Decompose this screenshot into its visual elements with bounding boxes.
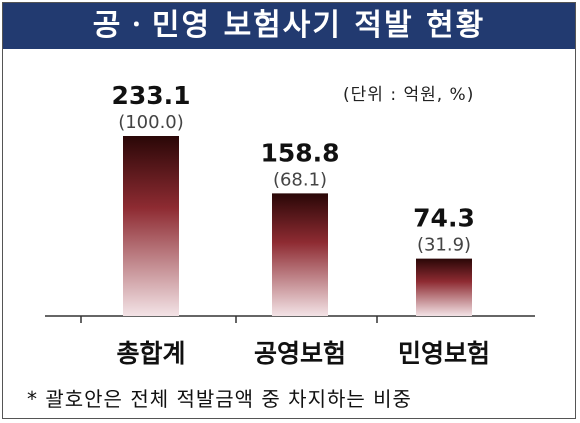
category-label: 공영보험: [254, 339, 346, 368]
value-label: 158.8: [260, 138, 339, 167]
value-label: 233.1: [111, 81, 190, 110]
value-label: 74.3: [413, 204, 475, 233]
footnote: * 괄호안은 전체 적발금액 중 차지하는 비중: [27, 387, 412, 411]
chart-frame: 공ㆍ민영 보험사기 적발 현황 (단위 : 억원, %) (100.0) 233.…: [2, 2, 576, 419]
share-label: (100.0): [118, 112, 184, 133]
bar-2: [272, 193, 328, 316]
bar-chart: (100.0)233.1 총합계 (68.1)158.8 공영보험 (31.9)74.3…: [45, 81, 535, 368]
chart-title: 공ㆍ민영 보험사기 적발 현황: [3, 3, 575, 49]
bar-1: [123, 136, 179, 316]
share-label: (68.1): [273, 169, 327, 190]
share-label: (31.9): [417, 235, 471, 256]
unit-label: (단위 : 억원, %): [343, 85, 475, 105]
category-label: 총합계: [116, 339, 185, 368]
bar-3: [416, 258, 472, 316]
category-label: 민영보험: [398, 339, 490, 368]
